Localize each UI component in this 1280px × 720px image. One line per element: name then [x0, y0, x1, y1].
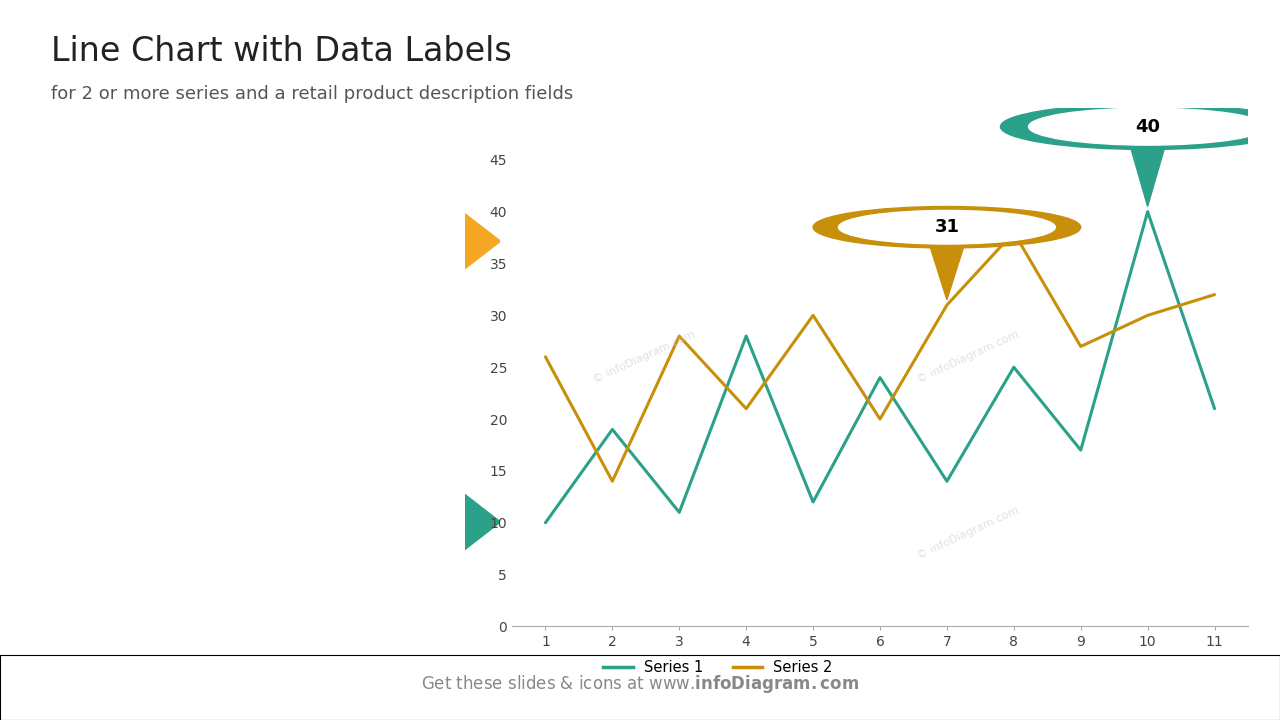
Circle shape — [1001, 104, 1280, 150]
Polygon shape — [1132, 148, 1165, 207]
Text: Write your description here...: Write your description here... — [242, 300, 438, 313]
Circle shape — [838, 210, 1055, 244]
Text: © infoDiagram.com: © infoDiagram.com — [916, 329, 1020, 384]
Text: Write your description here...: Write your description here... — [242, 156, 438, 168]
Text: © infoDiagram.com: © infoDiagram.com — [916, 505, 1020, 561]
Text: © infoDiagram.com: © infoDiagram.com — [593, 329, 696, 384]
Circle shape — [813, 207, 1080, 248]
Polygon shape — [465, 213, 500, 269]
Circle shape — [1029, 108, 1267, 145]
Polygon shape — [465, 494, 500, 550]
Text: Write your description here...: Write your description here... — [242, 574, 438, 587]
Text: Write your description here...: Write your description here... — [242, 466, 438, 479]
Text: Write your description here...: Write your description here... — [242, 192, 438, 205]
Text: Line Chart with Data Labels: Line Chart with Data Labels — [51, 35, 512, 68]
Text: 31: 31 — [934, 218, 960, 236]
Text: for 2 or more series and a retail product description fields: for 2 or more series and a retail produc… — [51, 85, 573, 103]
Text: All Charts are Data-Driven Excel Charts: All Charts are Data-Driven Excel Charts — [801, 50, 1157, 65]
Text: Write your description here...: Write your description here... — [242, 264, 438, 277]
Text: Write your description here...: Write your description here... — [242, 538, 438, 551]
Text: Write your description here...: Write your description here... — [242, 429, 438, 442]
Polygon shape — [931, 247, 964, 300]
Text: 40: 40 — [1135, 117, 1160, 135]
Text: Write your description here...: Write your description here... — [242, 228, 438, 241]
Text: Write your description here...: Write your description here... — [242, 502, 438, 515]
Text: Get these slides & icons at www.$\bf{infoDiagram.com}$: Get these slides & icons at www.$\bf{inf… — [421, 673, 859, 696]
Legend: Series 1, Series 2: Series 1, Series 2 — [598, 654, 838, 681]
